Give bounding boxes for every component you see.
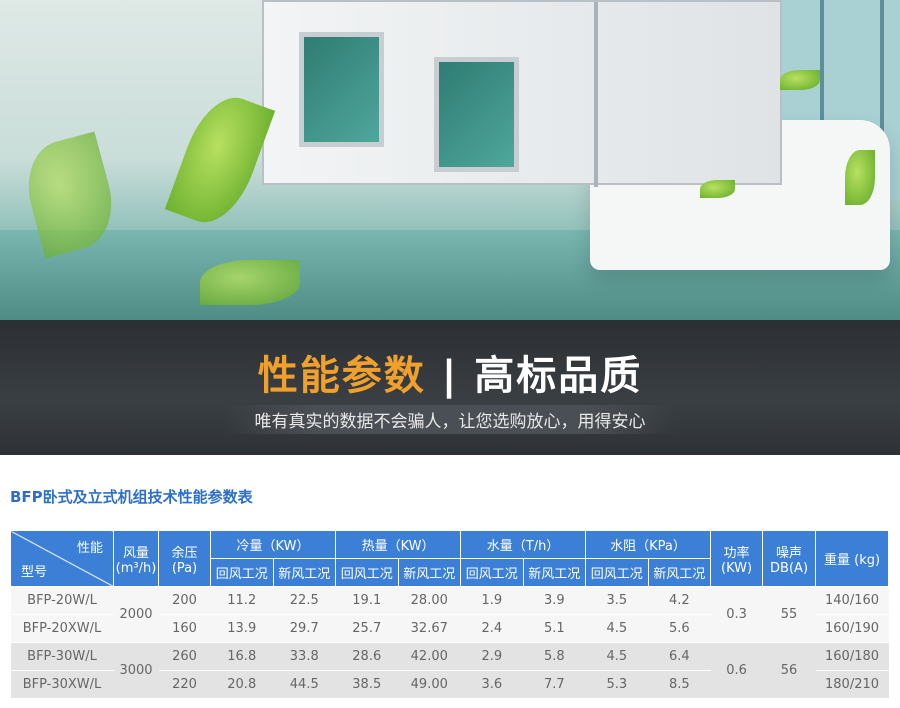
power-header: 功率 (KW) [710, 530, 764, 587]
table-row: BFP-30XW/L 220 20.8 44.5 38.5 49.00 3.6 7.7 5.3 8… [10, 670, 889, 699]
noise-label: 噪声 [776, 545, 803, 561]
sub-header: 新风工况 [397, 558, 462, 587]
noise-header: 噪声 DB(A) [762, 530, 817, 587]
res-r-cell: 5.3 [585, 670, 649, 699]
air-handling-unit [262, 0, 782, 187]
leaf-icon [845, 150, 875, 205]
heating-header: 热量（KW） [335, 530, 462, 559]
res-r-cell: 3.5 [585, 586, 649, 615]
water-r-cell: 2.9 [460, 642, 524, 671]
leaf-icon [700, 180, 735, 198]
weight-header: 重量 (kg) [815, 530, 890, 587]
performance-label: 性能 [76, 541, 103, 556]
cool-f-cell: 29.7 [273, 614, 336, 643]
model-cell: BFP-20XW/L [10, 614, 114, 643]
water-f-cell: 7.7 [523, 670, 586, 699]
heat-f-cell: 42.00 [398, 642, 461, 671]
sub-header: 新风工况 [647, 558, 712, 587]
weight-cell: 160/190 [815, 614, 889, 643]
water-f-cell: 5.8 [523, 642, 586, 671]
banner-title: 性能参数 | 高标品质 [0, 343, 900, 401]
water-r-cell: 3.6 [460, 670, 524, 699]
cool-r-cell: 16.8 [210, 642, 273, 671]
model-performance-header: 性能型号 [10, 530, 114, 587]
cool-f-cell: 22.5 [273, 586, 336, 615]
leaf-icon [200, 260, 300, 305]
heat-f-cell: 28.00 [398, 586, 461, 615]
power-cell: 0.3 [710, 586, 763, 643]
cool-f-cell: 33.8 [273, 642, 336, 671]
model-cell: BFP-20W/L [10, 586, 114, 615]
model-cell: BFP-30XW/L [10, 670, 114, 699]
airflow-cell: 3000 [113, 642, 159, 699]
heat-r-cell: 38.5 [335, 670, 399, 699]
table-row: BFP-20W/L 2000 200 11.2 22.5 19.1 28.00 1.9 3.9 3… [10, 586, 889, 643]
cooling-header: 冷量（KW） [209, 530, 337, 559]
sub-header: 回风工况 [585, 558, 649, 587]
hero-product-image [0, 0, 900, 320]
air-vent [434, 57, 519, 172]
cool-r-cell: 13.9 [210, 614, 273, 643]
airflow-cell: 2000 [113, 586, 159, 643]
cool-r-cell: 20.8 [210, 670, 273, 699]
noise-unit: DB(A) [770, 560, 809, 576]
airflow-label: 风量 [122, 545, 149, 561]
cool-f-cell: 44.5 [273, 670, 336, 699]
sub-header: 回风工况 [335, 558, 399, 587]
air-vent [299, 32, 384, 147]
power-label: 功率 [723, 545, 750, 561]
unit-divider [594, 2, 598, 187]
water-f-cell: 3.9 [523, 586, 586, 615]
heat-f-cell: 32.67 [398, 614, 461, 643]
heat-f-cell: 49.00 [398, 670, 461, 699]
pressure-cell: 260 [158, 642, 211, 671]
water-f-cell: 5.1 [523, 614, 586, 643]
model-cell: BFP-30W/L [10, 642, 114, 671]
banner-title-accent: 性能参数 [257, 353, 426, 399]
sub-header: 回风工况 [460, 558, 524, 587]
heat-r-cell: 28.6 [335, 642, 399, 671]
pressure-cell: 160 [158, 614, 211, 643]
pressure-cell: 220 [158, 670, 211, 699]
table-row: BFP-20XW/L 160 13.9 29.7 25.7 32.67 2.4 5.1 4.5 5… [10, 614, 889, 643]
res-f-cell: 6.4 [648, 642, 711, 671]
noise-cell: 56 [762, 642, 816, 699]
table-row: BFP-30W/L 3000 260 16.8 33.8 28.6 42.00 2.9 5.8 4… [10, 642, 889, 699]
res-f-cell: 5.6 [648, 614, 711, 643]
airflow-unit: (m³/h) [115, 560, 157, 576]
water-r-cell: 2.4 [460, 614, 524, 643]
power-cell: 0.6 [710, 642, 763, 699]
table-title: BFP卧式及立式机组技术性能参数表 [10, 488, 253, 506]
weight-cell: 160/180 [815, 642, 889, 671]
noise-cell: 55 [762, 586, 816, 643]
pressure-cell: 200 [158, 586, 211, 615]
airflow-header: 风量 (m³/h) [113, 530, 159, 587]
water-r-cell: 1.9 [460, 586, 524, 615]
power-unit: (KW) [721, 560, 753, 576]
leaf-icon [164, 86, 276, 234]
leaf-icon [780, 70, 820, 90]
heat-r-cell: 25.7 [335, 614, 399, 643]
banner-separator: | [441, 353, 459, 399]
model-label: 型号 [21, 565, 48, 580]
weight-cell: 140/160 [815, 586, 889, 615]
pressure-label: 余压 [171, 545, 198, 561]
res-r-cell: 4.5 [585, 642, 649, 671]
water-header: 水量（T/h） [460, 530, 587, 559]
pressure-header: 余压 (Pa) [158, 530, 211, 587]
res-f-cell: 4.2 [648, 586, 711, 615]
banner-title-rest: 高标品质 [474, 353, 643, 399]
sub-header: 新风工况 [272, 558, 337, 587]
weight-cell: 180/210 [815, 670, 889, 699]
pressure-unit: (Pa) [171, 560, 198, 576]
heat-r-cell: 19.1 [335, 586, 399, 615]
res-f-cell: 8.5 [648, 670, 711, 699]
sub-header: 新风工况 [522, 558, 587, 587]
resistance-header: 水阻（KPa） [585, 530, 712, 559]
cool-r-cell: 11.2 [210, 586, 273, 615]
res-r-cell: 4.5 [585, 614, 649, 643]
spec-table: 性能型号 风量 (m³/h) 余压 (Pa) 冷量（KW） 热量（KW） 水量（T/… [10, 530, 890, 699]
sub-header: 回风工况 [210, 558, 274, 587]
banner-subtitle: 唯有真实的数据不会骗人，让您选购放心，用得安心 [225, 405, 675, 434]
